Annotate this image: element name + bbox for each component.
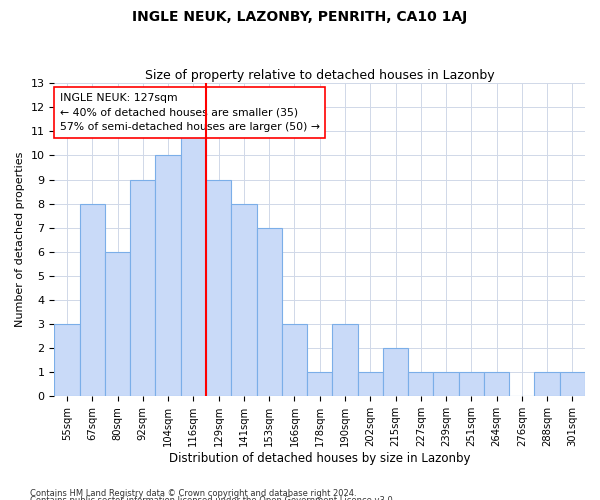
Bar: [458, 372, 484, 396]
Bar: [55, 324, 80, 396]
Title: Size of property relative to detached houses in Lazonby: Size of property relative to detached ho…: [145, 69, 494, 82]
Text: Contains HM Land Registry data © Crown copyright and database right 2024.: Contains HM Land Registry data © Crown c…: [30, 488, 356, 498]
Bar: [80, 204, 105, 396]
Bar: [484, 372, 509, 396]
Bar: [155, 156, 181, 396]
Text: INGLE NEUK, LAZONBY, PENRITH, CA10 1AJ: INGLE NEUK, LAZONBY, PENRITH, CA10 1AJ: [133, 10, 467, 24]
Bar: [105, 252, 130, 396]
Bar: [332, 324, 358, 396]
X-axis label: Distribution of detached houses by size in Lazonby: Distribution of detached houses by size …: [169, 452, 470, 465]
Bar: [535, 372, 560, 396]
Bar: [383, 348, 408, 397]
Text: INGLE NEUK: 127sqm
← 40% of detached houses are smaller (35)
57% of semi-detache: INGLE NEUK: 127sqm ← 40% of detached hou…: [60, 92, 320, 132]
Bar: [307, 372, 332, 396]
Bar: [257, 228, 282, 396]
Text: Contains public sector information licensed under the Open Government Licence v3: Contains public sector information licen…: [30, 496, 395, 500]
Bar: [130, 180, 155, 396]
Bar: [231, 204, 257, 396]
Bar: [282, 324, 307, 396]
Bar: [181, 132, 206, 396]
Bar: [408, 372, 433, 396]
Bar: [358, 372, 383, 396]
Bar: [560, 372, 585, 396]
Bar: [206, 180, 231, 396]
Y-axis label: Number of detached properties: Number of detached properties: [15, 152, 25, 328]
Bar: [433, 372, 458, 396]
